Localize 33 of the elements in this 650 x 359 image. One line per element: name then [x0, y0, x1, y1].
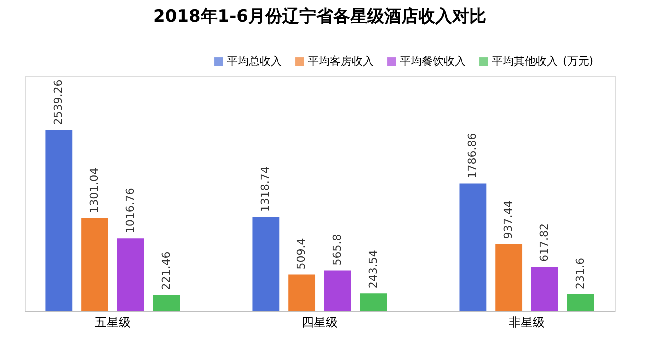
- bar: [288, 274, 316, 311]
- text: (万元): [563, 55, 594, 68]
- bar: [360, 294, 388, 311]
- x-tick-label: 四星级: [302, 316, 338, 330]
- bar: [153, 295, 180, 311]
- data-label: 509.4: [295, 238, 308, 270]
- bar: [532, 267, 558, 311]
- bar: [460, 184, 487, 311]
- data-label: 1016.76: [124, 188, 137, 234]
- data-label: 2539.26: [52, 80, 66, 126]
- bar: [252, 217, 280, 311]
- legend-label: 平均总收入: [227, 55, 282, 68]
- x-tick-label: 五星级: [94, 316, 131, 330]
- x-tick-label: 非星级: [509, 316, 546, 330]
- data-label: 937.44: [502, 200, 516, 240]
- data-label: 1786.86: [466, 133, 480, 179]
- legend-label: 平均客房收入: [308, 55, 374, 68]
- bar: [496, 244, 523, 311]
- data-label: 221.46: [160, 252, 173, 290]
- bar: [82, 218, 108, 311]
- data-label: 243.54: [366, 250, 380, 289]
- bar: [567, 294, 594, 311]
- data-label: 1301.04: [88, 168, 102, 214]
- data-label: 1318.74: [259, 166, 272, 212]
- bar: [46, 130, 73, 311]
- legend-label: 平均餐饮收入: [400, 55, 466, 68]
- data-label: 565.8: [330, 234, 344, 266]
- bar: [117, 238, 144, 311]
- legend-label: 平均其他收入: [492, 55, 558, 68]
- bar: [324, 270, 352, 311]
- data-label: 617.82: [538, 224, 551, 262]
- data-label: 231.6: [574, 258, 587, 290]
- chart-title: 2018年1-6月份辽宁省各星级酒店收入对比: [153, 7, 487, 27]
